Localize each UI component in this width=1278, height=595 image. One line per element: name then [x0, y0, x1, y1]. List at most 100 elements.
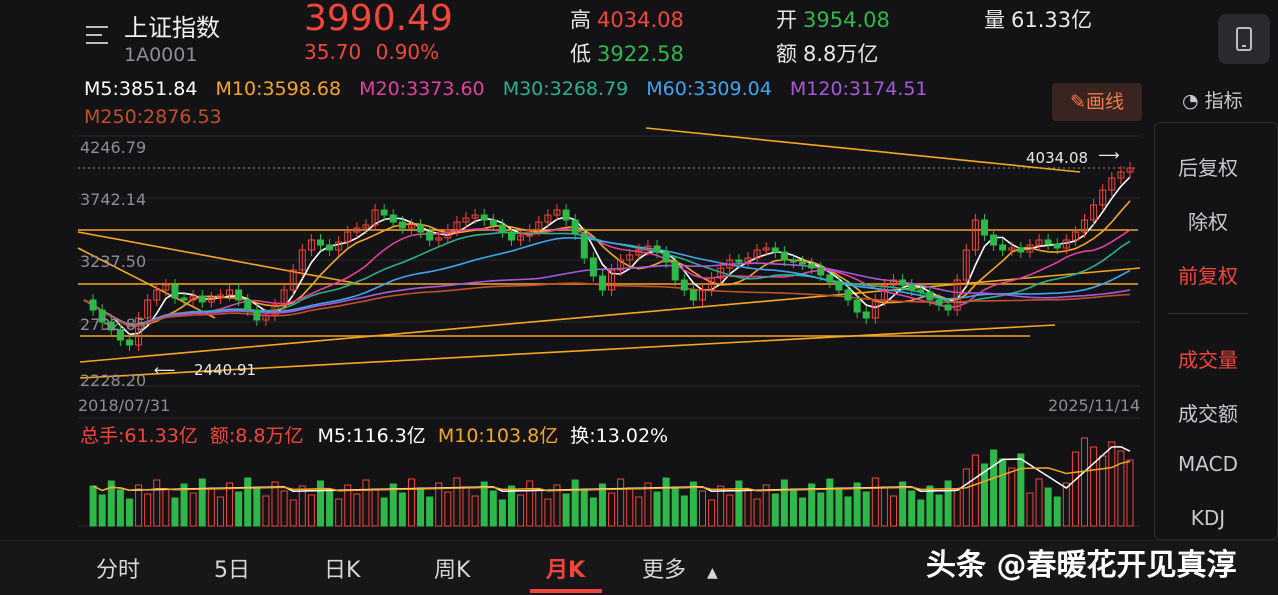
vol-amount: 额:8.8万亿 [210, 425, 304, 447]
volume-bar [189, 492, 197, 527]
draw-line-button[interactable]: ✎画线 [1052, 83, 1142, 121]
candle [899, 279, 907, 286]
volume-bar [316, 480, 324, 527]
volume-bar [598, 483, 606, 527]
price-tick: 2732.85 [80, 315, 146, 334]
candle [153, 289, 161, 301]
ma30-label: M30:3268.79 [502, 78, 629, 100]
candle [671, 261, 679, 281]
candle [735, 259, 743, 263]
candle [917, 289, 925, 293]
candle [1081, 219, 1089, 233]
side-item-macd[interactable]: MACD [1178, 452, 1238, 476]
open-value: 开 3954.08 [776, 8, 890, 32]
candle [1026, 244, 1034, 253]
side-item-kdj[interactable]: KDJ [1190, 506, 1226, 530]
volume-bar [271, 481, 279, 527]
volume-bar [562, 493, 570, 527]
tab-monthly-k[interactable]: 月K [546, 558, 586, 583]
candle [198, 295, 206, 303]
volume-bar [835, 487, 843, 527]
candle [862, 311, 870, 319]
candle [1108, 177, 1116, 191]
candle [589, 257, 597, 277]
candle [662, 251, 670, 263]
tab-5day[interactable]: 5日 [214, 558, 250, 583]
candle [162, 284, 170, 291]
volume-bar [1053, 496, 1061, 527]
volume-bar [353, 493, 361, 527]
volume-bar [608, 492, 616, 527]
tab-more[interactable]: 更多 ▲ [642, 558, 718, 583]
date-end: 2025/11/14 [1048, 396, 1140, 415]
volume-bar [371, 488, 379, 527]
volume-bar [180, 483, 188, 527]
side-item-amount[interactable]: 成交额 [1178, 402, 1238, 426]
volume-bar [1071, 451, 1079, 527]
candle [699, 289, 707, 301]
side-item-ex-right[interactable]: 除权 [1188, 210, 1228, 234]
candle [680, 279, 688, 291]
volume-bar [153, 479, 161, 527]
trend-line [645, 127, 1081, 173]
volume-bar [826, 478, 834, 527]
kline-chart[interactable]: 4246.79 3742.14 3237.50 2732.85 2228.20 … [0, 0, 1150, 540]
active-tab-indicator [530, 589, 602, 593]
tab-daily-k[interactable]: 日K [324, 558, 361, 583]
volume-bar [762, 484, 770, 527]
m20-line [83, 227, 1131, 326]
side-menu-panel [1154, 122, 1278, 540]
candle [289, 269, 297, 291]
menu-icon[interactable] [84, 24, 110, 46]
volume-bar [926, 485, 934, 527]
candle [926, 291, 934, 301]
device-switch-button[interactable] [1218, 14, 1270, 64]
volume-bar [862, 491, 870, 527]
volume-bar [808, 483, 816, 527]
vol-total: 总手:61.33亿 [80, 425, 198, 447]
volume-bar [708, 499, 716, 527]
side-divider [1168, 313, 1248, 314]
amount-value: 额 8.8万亿 [776, 42, 879, 66]
candle [826, 274, 834, 283]
tab-intraday[interactable]: 分时 [96, 558, 141, 583]
candle [553, 209, 561, 216]
candle [353, 227, 361, 233]
volume-bar [962, 468, 970, 527]
volume-bar [799, 497, 807, 527]
volume-bar [1108, 441, 1116, 527]
ma-legend-row2: M250:2876.53 [84, 106, 222, 128]
volume-legend: 总手:61.33亿 额:8.8万亿 M5:116.3亿 M10:103.8亿 换… [80, 425, 668, 447]
volume-bar [289, 499, 297, 527]
volume-bar [389, 483, 397, 527]
candle [1017, 247, 1025, 253]
candle [507, 231, 515, 241]
candle [753, 249, 761, 259]
candle [444, 229, 452, 239]
candle [1126, 167, 1134, 173]
candle [780, 251, 788, 261]
candle [326, 244, 334, 251]
caret-up-icon: ▲ [707, 565, 718, 581]
side-item-post-adjust[interactable]: 后复权 [1178, 156, 1238, 180]
max-price-marker: 4034.08 [1026, 149, 1088, 167]
indicator-button[interactable]: ◔ 指标 [1182, 90, 1243, 112]
candle [489, 219, 497, 226]
candle [953, 279, 961, 311]
side-item-volume[interactable]: 成交量 [1178, 348, 1238, 372]
tab-weekly-k[interactable]: 周K [434, 558, 471, 583]
volume-bar [580, 488, 588, 527]
volume-bar [680, 495, 688, 527]
volume-bar [726, 494, 734, 527]
volume-bar [471, 495, 479, 527]
candle [1008, 247, 1016, 251]
period-tab-bar [0, 540, 1278, 595]
volume-bar [1017, 453, 1025, 527]
side-item-pre-adjust[interactable]: 前复权 [1178, 264, 1238, 288]
volume-bar [908, 490, 916, 527]
volume-bar [507, 485, 515, 527]
candle [844, 289, 852, 301]
vol-m10: M10:103.8亿 [438, 425, 558, 447]
candle [817, 267, 825, 276]
candle [708, 277, 716, 291]
